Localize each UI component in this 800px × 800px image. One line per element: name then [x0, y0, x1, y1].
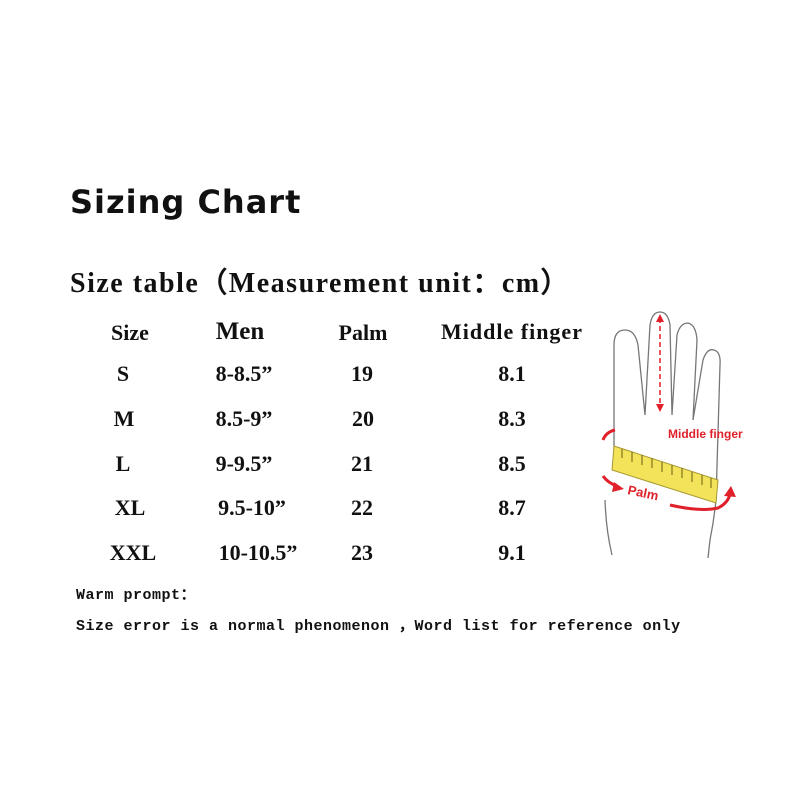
palm-cell: 21	[351, 451, 373, 476]
men-cell: 9-9.5”	[215, 451, 273, 476]
middle-finger-label: Middle finger	[668, 427, 743, 441]
size-cell: M	[113, 406, 135, 431]
men-cell: 9.5-10”	[218, 495, 286, 520]
middle-finger-cell: 8.1	[498, 361, 526, 386]
middle-finger-cell: 8.5	[498, 451, 526, 476]
palm-cell: 19	[351, 361, 373, 386]
page-title: Sizing Chart	[70, 183, 302, 221]
size-cell: XXL	[109, 540, 157, 565]
header-size: Size	[111, 320, 149, 345]
middle-finger-cell: 8.3	[498, 406, 526, 431]
hand-outline-icon	[604, 311, 721, 559]
palm-cell: 23	[351, 540, 373, 565]
header-palm: Palm	[338, 320, 388, 345]
header-men: Men	[215, 318, 265, 345]
men-cell: 8.5-9”	[215, 406, 273, 431]
middle-finger-cell: 8.7	[498, 495, 526, 520]
size-cell: S	[116, 361, 130, 386]
palm-cell: 20	[352, 406, 374, 431]
warm-prompt-text: Size error is a normal phenomenon ，Word …	[76, 618, 681, 635]
size-cell: XL	[114, 495, 146, 520]
men-cell: 10-10.5”	[218, 540, 298, 565]
header-middle-finger: Middle finger	[441, 319, 583, 344]
warm-prompt-heading: Warm prompt：	[76, 587, 197, 604]
palm-cell: 22	[351, 495, 373, 520]
size-cell: L	[115, 451, 131, 476]
measuring-tape-icon	[611, 445, 719, 504]
table-subtitle: Size table（Measurement unit：cm）	[70, 268, 571, 299]
men-cell: 8-8.5”	[215, 361, 273, 386]
palm-label: Palm	[626, 482, 660, 503]
middle-finger-cell: 9.1	[498, 540, 526, 565]
